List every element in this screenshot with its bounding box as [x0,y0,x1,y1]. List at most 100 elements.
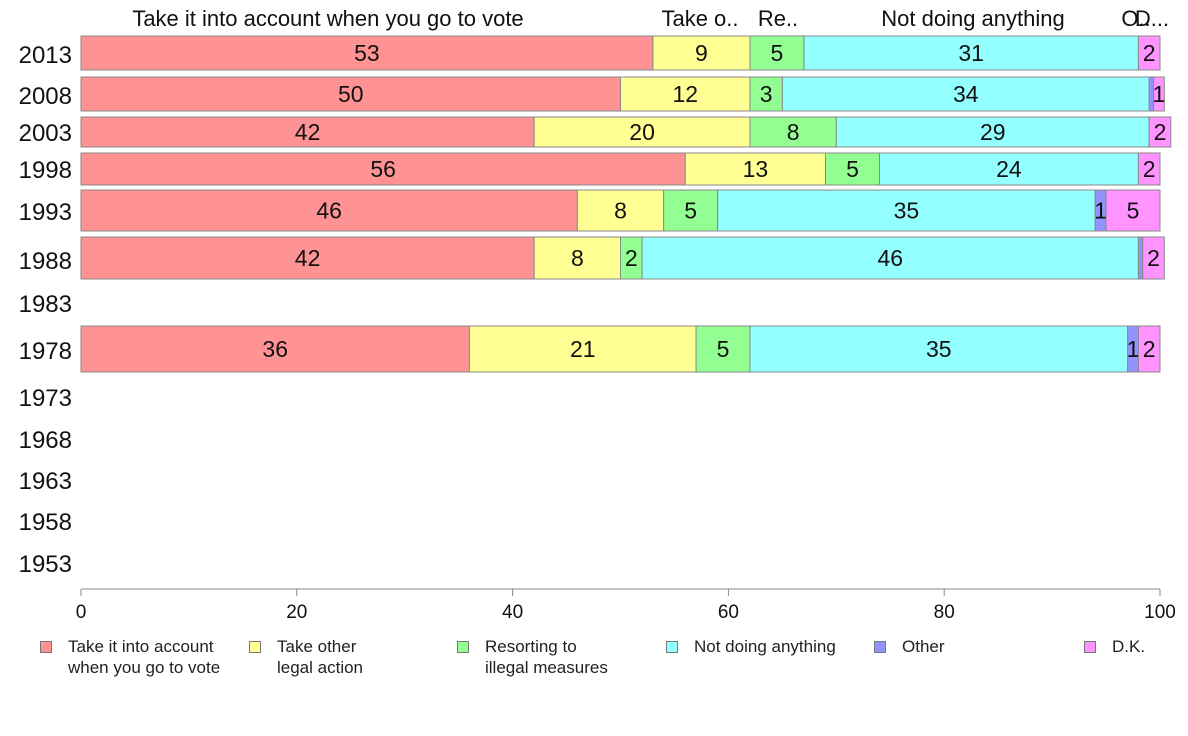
category-label: 1973 [19,385,72,412]
data-label: 34 [953,81,979,107]
data-label: 36 [262,336,288,362]
data-label: 8 [571,245,584,271]
bar-segment [749,35,805,71]
bar-segment [749,76,783,112]
x-tick-label: 60 [718,602,739,623]
bar-segment [1137,325,1161,373]
legend-swatch [249,641,261,653]
data-label: 8 [787,119,800,145]
chart-legend: Take it into account when you go to vote… [0,636,1188,696]
data-label: 5 [771,40,784,66]
x-tick-label: 0 [76,602,87,623]
bar-segment [1142,236,1165,280]
chart-canvas: Take it into account when you go to vote… [19,6,1176,623]
category-label: 1988 [19,248,72,275]
data-label: 35 [926,336,952,362]
category-label: 2013 [19,42,72,69]
bar-segment [1137,236,1144,280]
bar-segment [1137,35,1161,71]
data-label: 5 [684,198,697,224]
bar-segment [80,152,686,186]
bar-segment [781,76,1150,112]
bar-segment [576,189,665,232]
data-label: 20 [629,119,655,145]
bar-segment [1105,189,1161,232]
legend-swatch [1084,641,1096,653]
data-label: 2 [1154,119,1167,145]
bar-segment [684,152,827,186]
bar-segment [652,35,751,71]
legend-item: Take other legal action [249,636,363,678]
category-label: 1978 [19,338,72,365]
data-label: 2 [1143,336,1156,362]
data-label: 42 [295,245,321,271]
legend-swatch [666,641,678,653]
legend-item: Other [874,636,945,657]
x-tick-label: 80 [934,602,955,623]
data-label: 50 [338,81,364,107]
data-label: 5 [846,156,859,182]
data-label: 12 [672,81,698,107]
data-label: 2 [1143,156,1156,182]
legend-item: D.K. [1084,636,1145,657]
legend-label: Other [902,637,945,656]
category-label: 1998 [19,157,72,184]
series-header: Not doing anything [881,6,1064,31]
data-label: 1 [1127,336,1140,362]
data-label: 9 [695,40,708,66]
data-label: 35 [894,198,920,224]
bar-segment [80,76,621,112]
category-label: 1983 [19,291,72,318]
category-label: 2008 [19,83,72,110]
bar-segment [533,236,621,280]
bar-segment [835,116,1150,148]
category-label: 1968 [19,427,72,454]
data-label: 46 [877,245,903,271]
data-label: 1 [1153,81,1166,107]
category-label: 1953 [19,551,72,578]
bar-segment [468,325,697,373]
series-header: Re.. [758,6,798,31]
legend-label: Not doing anything [694,637,836,656]
x-tick-label: 100 [1144,602,1176,623]
legend-label: Take other legal action [277,637,364,677]
bar-segment [1153,76,1165,112]
series-header: Take it into account when you go to vote [132,6,523,31]
legend-item: Take it into account when you go to vote [40,636,220,678]
bar-segment [663,189,719,232]
category-label: 2003 [19,120,72,147]
bar-segment [1137,152,1161,186]
data-label: 42 [295,119,321,145]
data-label: 29 [980,119,1006,145]
legend-item: Resorting to illegal measures [457,636,608,678]
category-label: 1958 [19,509,72,536]
bar-segment [80,325,470,373]
data-label: 46 [316,198,342,224]
category-label: 1963 [19,468,72,495]
category-label: 1993 [19,199,72,226]
data-label: 21 [570,336,596,362]
data-label: 56 [370,156,396,182]
legend-item: Not doing anything [666,636,836,657]
data-label: 5 [1127,198,1140,224]
bar-segment [717,189,1096,232]
legend-swatch [40,641,52,653]
x-tick-label: 40 [502,602,523,623]
data-label: 2 [1143,40,1156,66]
legend-label: D.K. [1112,637,1146,656]
bar-segment [803,35,1139,71]
bar-segment [878,152,1139,186]
data-label: 53 [354,40,380,66]
bar-segment [80,35,654,71]
data-label: 13 [743,156,769,182]
data-label: 31 [958,40,984,66]
x-tick-label: 20 [286,602,307,623]
series-header: O.. [1121,6,1150,31]
legend-label: Resorting to illegal measures [485,637,608,677]
legend-label: Take it into account when you go to vote [68,637,221,677]
bar-segment [80,189,578,232]
data-label: 8 [614,198,627,224]
data-label: 2 [625,245,638,271]
series-header: Take o.. [661,6,738,31]
